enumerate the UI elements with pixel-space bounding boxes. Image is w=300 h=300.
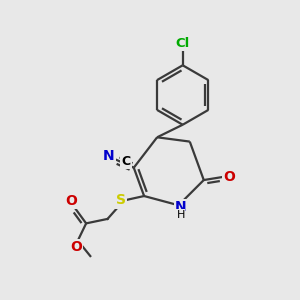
Text: S: S: [116, 194, 126, 208]
Text: O: O: [70, 240, 82, 254]
Text: Cl: Cl: [176, 37, 190, 50]
Text: O: O: [223, 170, 235, 184]
Text: O: O: [65, 194, 77, 208]
Text: N: N: [103, 149, 115, 164]
Text: N: N: [175, 200, 186, 214]
Text: H: H: [176, 210, 185, 220]
Text: C: C: [122, 155, 130, 168]
